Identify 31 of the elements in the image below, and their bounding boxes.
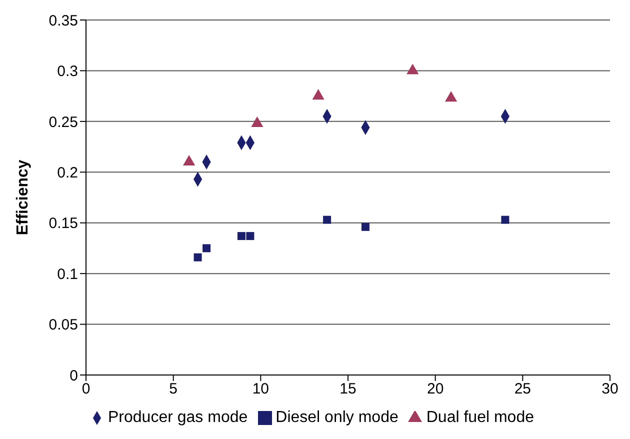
y-tick-label: 0.15 [48,215,78,232]
y-tick-label: 0.05 [48,316,78,334]
x-tick-label: 15 [340,380,356,398]
point [182,154,196,166]
point [194,253,202,262]
x-tick-label: 25 [514,380,532,398]
point [246,232,254,240]
x-tick-label: 30 [602,380,618,398]
y-tick-label: 0.35 [48,12,78,30]
x-tick-label: 10 [252,380,270,398]
y-tick-label: 0.3 [57,63,78,80]
y-axis-title: Efficiency [14,160,32,236]
legend-label: Producer gas mode [108,409,248,426]
point [202,244,211,252]
x-tick-label: 20 [426,380,444,398]
y-tick-label: 0 [70,367,78,384]
point [323,216,332,224]
point [312,89,324,100]
point [406,64,419,74]
y-tick-label: 0.1 [57,266,78,283]
point [237,232,246,240]
y-tick-label: 0.25 [48,114,78,131]
point [251,116,264,127]
x-tick-label: 0 [82,380,90,398]
legend-label: Diesel only mode [276,409,398,426]
x-tick-label: 5 [169,380,178,398]
y-tick-label: 0.2 [57,164,78,182]
point [444,91,458,102]
point [361,222,370,231]
point [501,216,510,224]
legend-label: Dual fuel mode [426,409,534,426]
